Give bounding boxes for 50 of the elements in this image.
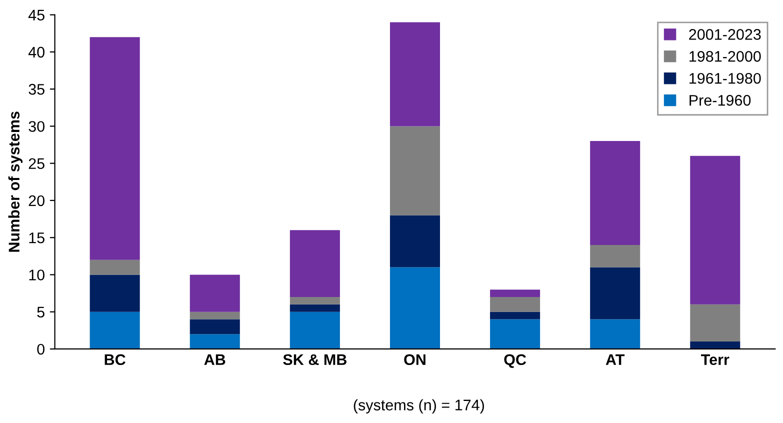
y-tick-label: 10 [29,270,44,280]
y-tick-label: 0 [37,344,44,355]
bar [490,312,540,320]
bar [490,290,540,297]
bar [690,156,740,304]
x-tick-label: Terr [701,354,730,366]
bar [590,245,640,268]
x-tick-label: AT [606,354,625,365]
x-tick-label: AB [204,354,226,365]
bar [590,267,640,320]
y-tick-label: 20 [28,195,44,206]
bar [90,260,140,275]
bar [390,126,440,216]
bar [190,319,240,334]
bar [490,319,540,349]
bar [690,304,740,342]
y-tick-label: 45 [28,10,44,20]
y-tick-label: 15 [29,232,44,244]
y-tick-label: 30 [28,121,44,132]
legend-label: 2001-2023 [689,29,761,40]
bar [290,312,340,349]
bar [690,342,740,349]
bar [590,141,640,246]
bar [590,319,640,349]
bar [490,296,540,312]
bar [290,304,340,312]
text: (systems (n) = 174) [354,399,484,414]
x-tick-label: BC [104,354,126,366]
bar [90,312,140,349]
bar [190,334,240,349]
y-tick-label: 40 [28,46,44,58]
bar [390,215,440,268]
bar [90,274,140,312]
y-axis-title: Number of systems [8,112,23,252]
bar [390,267,440,349]
x-tick-label: SK & MB [283,354,346,366]
x-tick-label: QC [504,354,526,368]
bar [290,230,340,297]
bar [190,274,240,312]
bar [190,312,240,320]
legend-label: 1961-1980 [690,72,761,84]
legend-label: 1981-2000 [690,51,761,62]
y-tick-label: 25 [28,158,44,170]
bar [290,296,340,304]
y-tick-label: 35 [28,84,44,95]
legend-label: Pre-1960 [690,94,751,106]
x-tick-label: ON [404,354,426,366]
y-tick-label: 5 [37,306,44,318]
bar [90,37,140,260]
bar [390,22,440,126]
